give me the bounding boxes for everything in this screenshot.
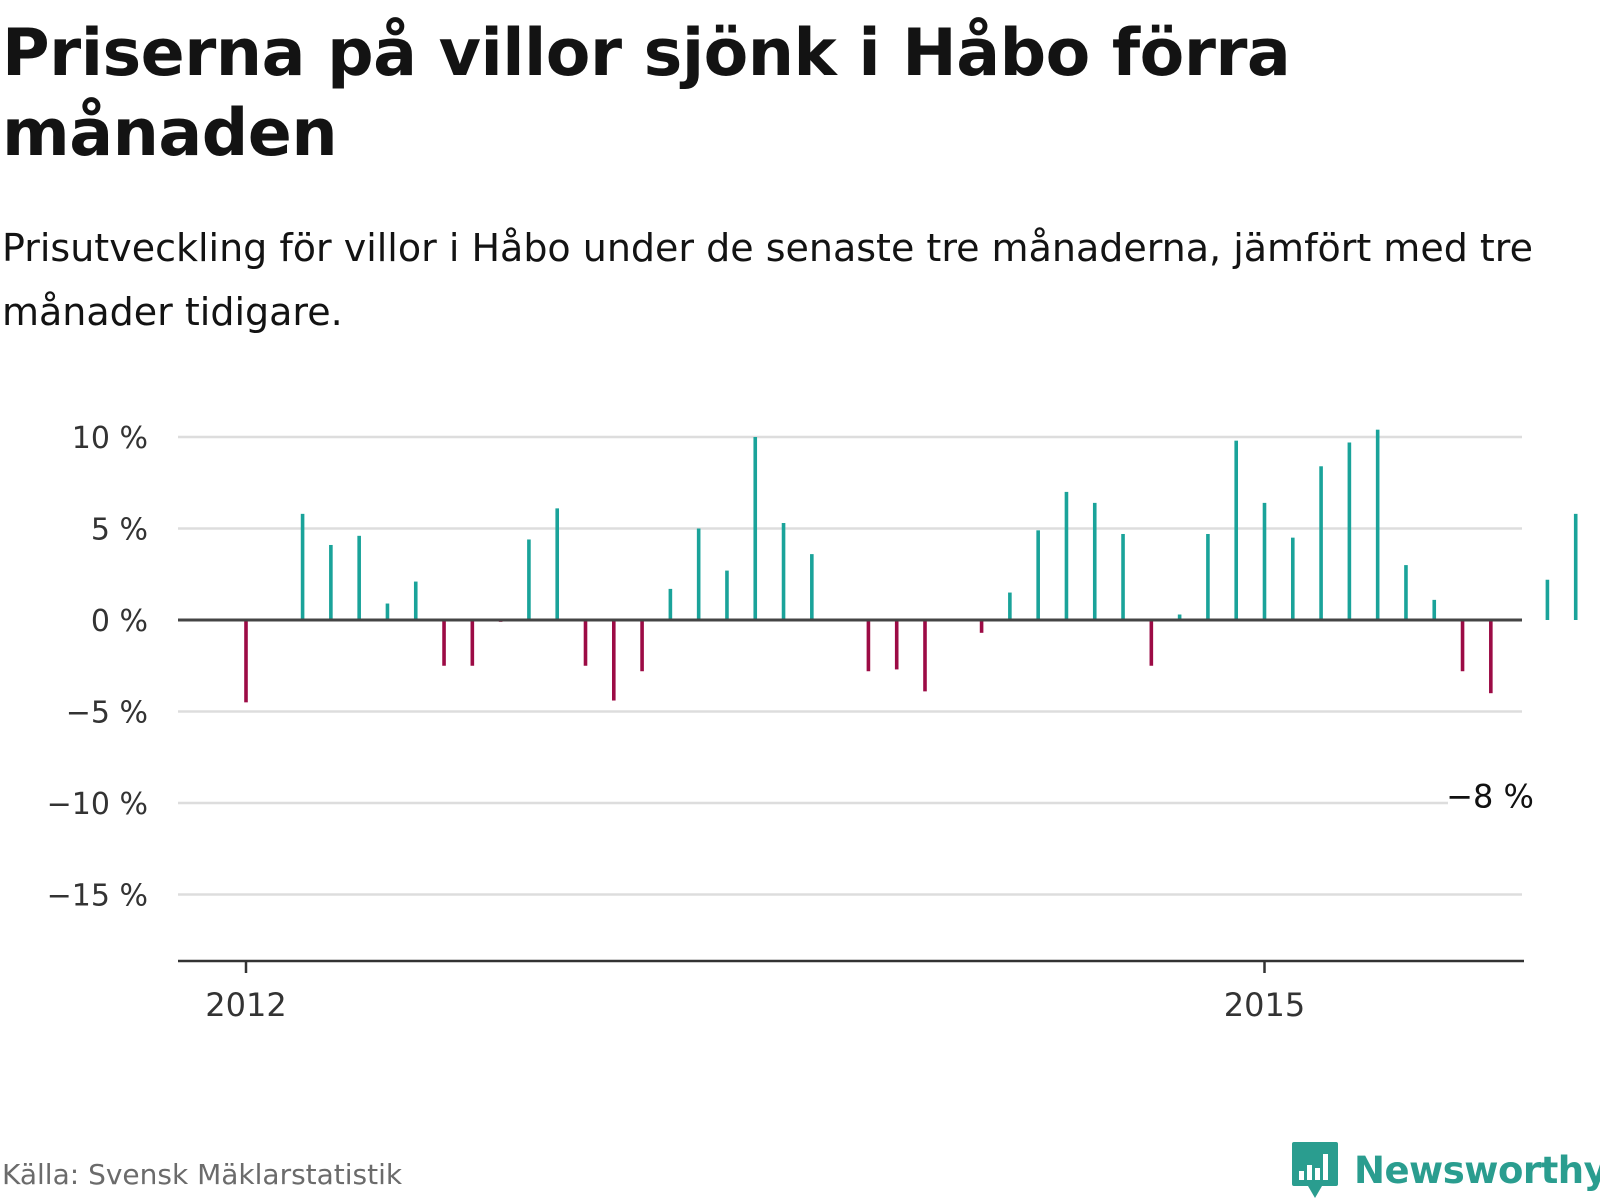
bar [810,554,814,620]
bar [357,535,361,620]
bar [413,581,418,620]
x-axis: 20122015201820212023 [178,959,1524,1024]
x-tick-label: 2012 [205,986,286,1024]
bar [300,513,305,620]
bar [1064,491,1069,620]
bar [1121,533,1125,620]
y-tick-label: 10 % [72,421,148,456]
bar [244,620,248,703]
bar [781,523,786,620]
bar [1177,614,1182,620]
y-tick-label: 5 % [91,513,148,548]
bar [668,588,673,620]
bar [1573,513,1578,620]
bar [583,620,588,666]
bar [979,620,984,633]
bar [1036,530,1040,620]
y-axis-labels: 10 % 5 % 0 % −5 % −10 % −15 % [47,421,148,914]
bar [1404,565,1408,620]
bar [1347,442,1352,620]
bar [385,603,390,620]
bar [470,620,475,666]
source-note: Källa: Svensk Mäklarstatistik [2,1158,403,1191]
chart-subtitle: Prisutveckling för villor i Håbo under d… [2,226,1533,334]
bar [640,620,644,672]
bar [1545,579,1550,620]
newsworthy-logo[interactable]: Newsworthy [1290,1140,1600,1200]
y-tick-label: −10 % [47,787,148,822]
gridlines [178,435,1522,896]
y-tick-label: −15 % [47,879,148,914]
bar [696,528,701,620]
chart-title: Priserna på villor sjönk i Håbo förra må… [2,16,1291,171]
bar [923,620,927,692]
annotation-background [1448,772,1532,821]
annotation-label: −8 % [1446,777,1534,815]
bar [1290,537,1295,620]
bar [1149,620,1154,666]
bar [611,620,616,701]
bar [894,620,899,670]
bar [1460,620,1465,672]
bar [1375,429,1380,620]
bar [1206,533,1210,620]
bar [725,570,729,620]
bar [1092,502,1097,620]
bar-chart-speech-bubble-icon [1292,1142,1338,1198]
bar [753,437,758,620]
y-tick-label: −5 % [66,696,148,731]
brand-name: Newsworthy [1354,1148,1600,1192]
bar [527,539,531,620]
bar [1008,592,1012,620]
bar [866,620,871,672]
bar-chart: 10 %5 %0 %−5 %−10 %−15 % 201220152018202… [47,421,1578,1024]
bar [1262,502,1267,620]
annotation: −8 % [1446,772,1534,821]
y-tick-label: 0 % [91,604,148,639]
bar [555,508,560,620]
x-tick-label: 2015 [1224,986,1305,1024]
bar [1234,440,1239,620]
bar [1319,466,1323,620]
bar [1432,599,1437,620]
bar [1489,620,1493,694]
bar [329,544,333,620]
bar [442,620,446,666]
bars [244,429,1578,703]
